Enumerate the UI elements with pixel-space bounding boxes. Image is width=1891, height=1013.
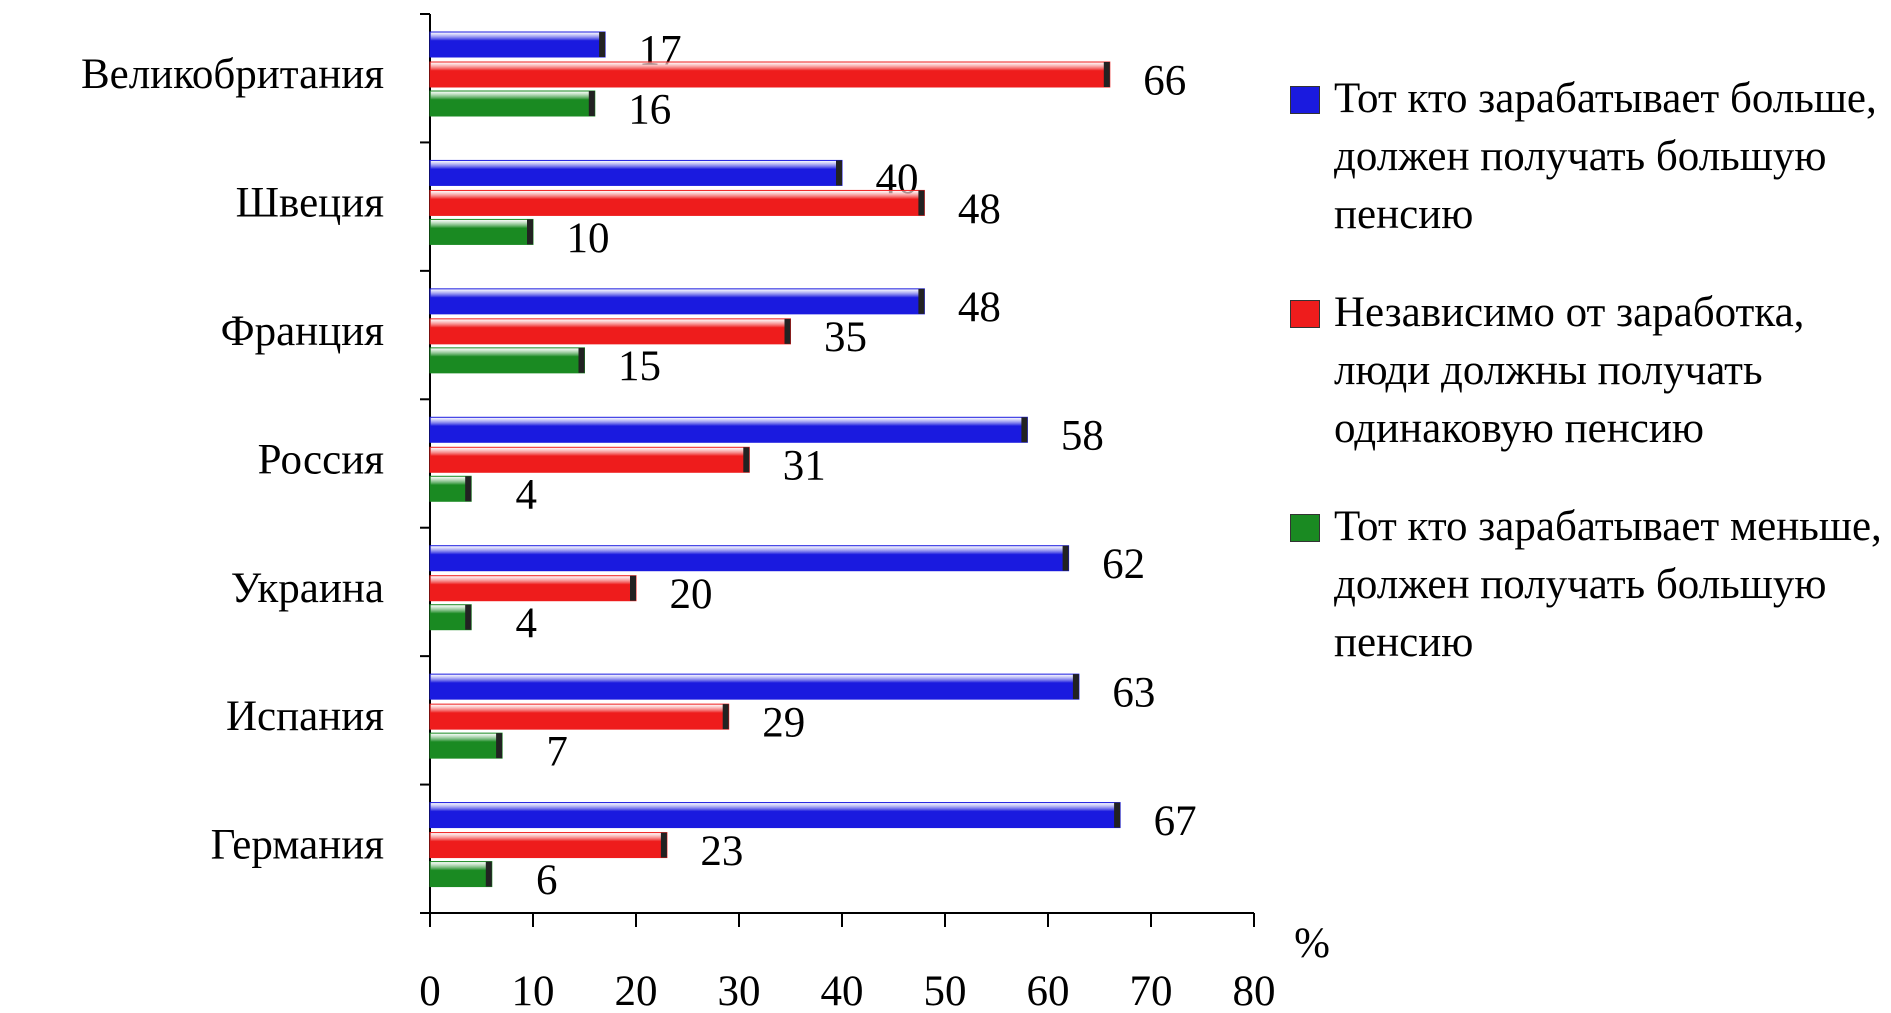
bar-end [465, 476, 472, 502]
bar [429, 703, 730, 730]
x-tick-label: 40 [821, 968, 864, 1013]
bar [429, 416, 1028, 443]
x-tick-label: 30 [718, 968, 761, 1013]
bar [429, 159, 843, 186]
value-label: 48 [958, 186, 1001, 233]
bar-end [836, 160, 842, 186]
x-tick-label: 80 [1233, 968, 1276, 1013]
bar [429, 475, 472, 502]
legend-text: Тот кто зарабатывает больше, должен полу… [1334, 75, 1877, 238]
value-label: 23 [700, 828, 743, 875]
value-label: 4 [515, 472, 537, 519]
bar-end [630, 575, 636, 601]
value-label: 58 [1061, 413, 1104, 460]
bar [429, 446, 750, 473]
bar-end [1114, 802, 1121, 828]
y-tick-label: Германия [211, 822, 384, 869]
x-tick-label: 10 [512, 968, 555, 1013]
value-label: 20 [670, 571, 713, 618]
bar [429, 288, 925, 315]
bar-end [588, 91, 595, 116]
legend-swatch [1290, 514, 1320, 542]
y-tick-label: Украина [231, 565, 384, 612]
legend-text: Тот кто зарабатывает меньше, должен полу… [1334, 503, 1882, 666]
bar [429, 90, 596, 117]
bar-end [1062, 545, 1069, 571]
value-label: 66 [1143, 57, 1186, 104]
legend-swatch [1290, 300, 1320, 328]
bar [429, 318, 791, 345]
x-tick-label: 0 [419, 968, 441, 1013]
bar [429, 189, 925, 216]
bar [429, 218, 534, 245]
bar [429, 575, 637, 602]
legend-item: Независимо от заработка, люди должны пол… [1290, 284, 1890, 458]
bar [429, 802, 1121, 829]
bar-end [485, 861, 492, 887]
y-tick-label: Швеция [236, 180, 384, 227]
legend-item: Тот кто зарабатывает меньше, должен полу… [1290, 498, 1890, 672]
bar [429, 832, 668, 859]
bar-end [496, 733, 503, 759]
value-label: 4 [515, 600, 537, 647]
bar-end [918, 190, 925, 216]
value-label: 67 [1154, 798, 1197, 845]
x-axis-label: % [1294, 920, 1330, 967]
y-tick-label: Россия [258, 436, 384, 483]
bar-end [743, 447, 750, 473]
bar [429, 732, 503, 759]
value-label: 63 [1112, 670, 1155, 717]
value-label: 10 [567, 215, 610, 262]
bar-end [918, 288, 925, 314]
bar [429, 347, 585, 374]
x-tick-label: 20 [615, 968, 658, 1013]
x-tick-label: 70 [1130, 968, 1173, 1013]
value-label: 48 [958, 284, 1001, 331]
value-label: 7 [546, 729, 568, 776]
bar-end [784, 318, 791, 344]
bar [429, 61, 1111, 88]
value-label: 16 [628, 86, 671, 133]
bar-end [599, 32, 606, 57]
x-tick-label: 50 [924, 968, 967, 1013]
bar-end [1021, 417, 1028, 443]
bar-end [465, 604, 472, 630]
bar-end [1103, 62, 1110, 87]
y-tick-label: Испания [226, 693, 384, 740]
bar [429, 31, 606, 58]
value-label: 35 [824, 314, 867, 361]
bar [429, 545, 1070, 572]
value-label: 62 [1102, 541, 1145, 588]
bar-end [722, 704, 729, 730]
bar [429, 861, 493, 888]
bar [429, 604, 472, 631]
value-label: 31 [783, 443, 826, 490]
bar-end [578, 347, 585, 373]
value-label: 15 [618, 343, 661, 390]
x-tick-label: 60 [1027, 968, 1070, 1013]
bar-end [527, 219, 533, 245]
value-label: 6 [536, 857, 558, 904]
legend-item: Тот кто зарабатывает больше, должен полу… [1290, 70, 1890, 244]
bar-end [660, 832, 667, 858]
y-tick-label: Франция [221, 308, 384, 355]
y-tick-label: Великобритания [81, 51, 384, 98]
bar [429, 673, 1080, 700]
legend: Тот кто зарабатывает больше, должен полу… [1290, 70, 1890, 712]
bar-end [1072, 674, 1079, 700]
legend-swatch [1290, 86, 1320, 114]
value-label: 29 [762, 700, 805, 747]
legend-text: Независимо от заработка, люди должны пол… [1334, 289, 1805, 452]
